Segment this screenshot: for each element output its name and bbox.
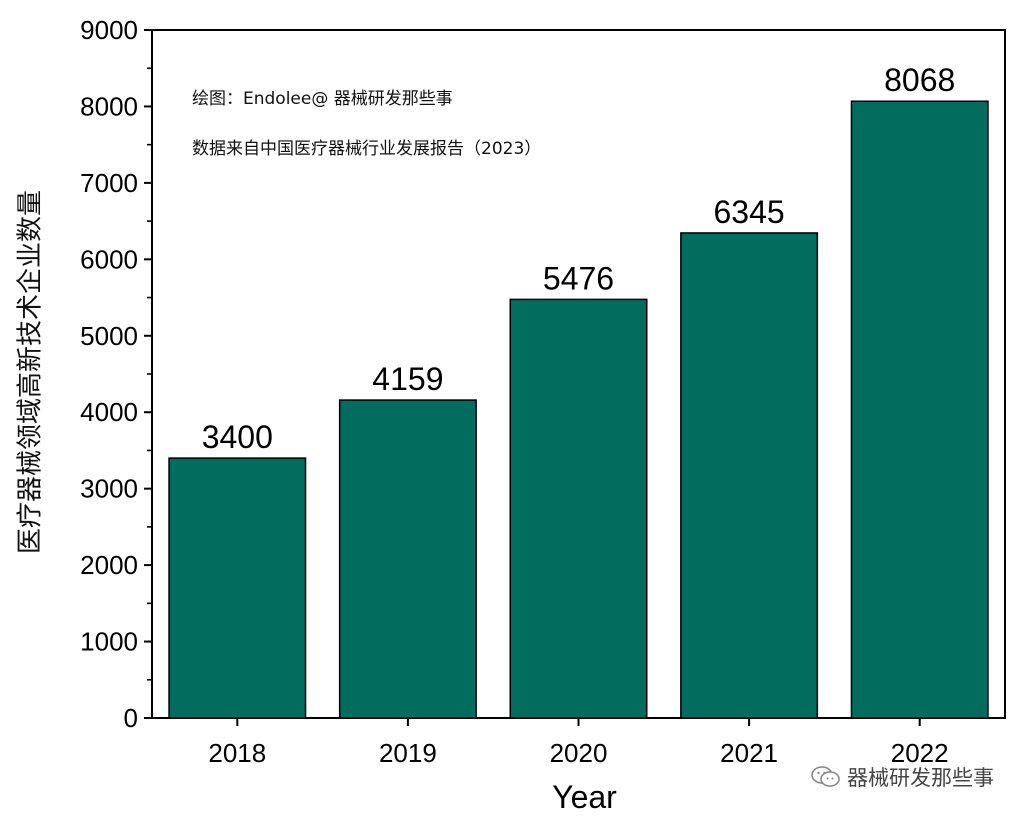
y-tick-label: 6000 [80, 244, 138, 274]
y-tick-label: 9000 [80, 15, 138, 45]
y-tick-label: 4000 [80, 397, 138, 427]
data-label: 4159 [372, 361, 443, 397]
y-tick-label: 0 [124, 703, 138, 733]
annotation-author: 绘图：Endolee@ 器械研发那些事 [192, 89, 453, 109]
bar-2019 [338, 399, 477, 719]
y-tick-label: 5000 [80, 321, 138, 351]
bar-2022 [850, 100, 989, 719]
y-tick-label: 8000 [80, 91, 138, 121]
y-tick-label: 7000 [80, 168, 138, 198]
wechat-icon [811, 766, 840, 787]
x-axis-label: Year [552, 779, 617, 815]
x-tick-label: 2020 [550, 738, 608, 768]
data-label: 6345 [714, 194, 785, 230]
y-axis-label: 医疗器械领域高新技术企业数量 [15, 189, 46, 555]
bar-2020 [509, 298, 648, 719]
bar-2021 [680, 232, 819, 719]
x-tick-label: 2022 [891, 738, 949, 768]
bar-2018 [168, 457, 307, 719]
y-tick-label: 1000 [80, 627, 138, 657]
x-tick-label: 2021 [720, 738, 778, 768]
y-tick-label: 3000 [80, 474, 138, 504]
x-tick-label: 2019 [379, 738, 437, 768]
data-label: 5476 [543, 260, 614, 296]
watermark-text: 器械研发那些事 [847, 766, 994, 790]
data-label: 3400 [202, 419, 273, 455]
watermark: 器械研发那些事 [811, 762, 994, 792]
x-tick-label: 2018 [208, 738, 266, 768]
data-label: 8068 [884, 62, 955, 98]
y-tick-label: 2000 [80, 550, 138, 580]
annotation-source: 数据来自中国医疗器械行业发展报告（2023） [192, 139, 542, 159]
